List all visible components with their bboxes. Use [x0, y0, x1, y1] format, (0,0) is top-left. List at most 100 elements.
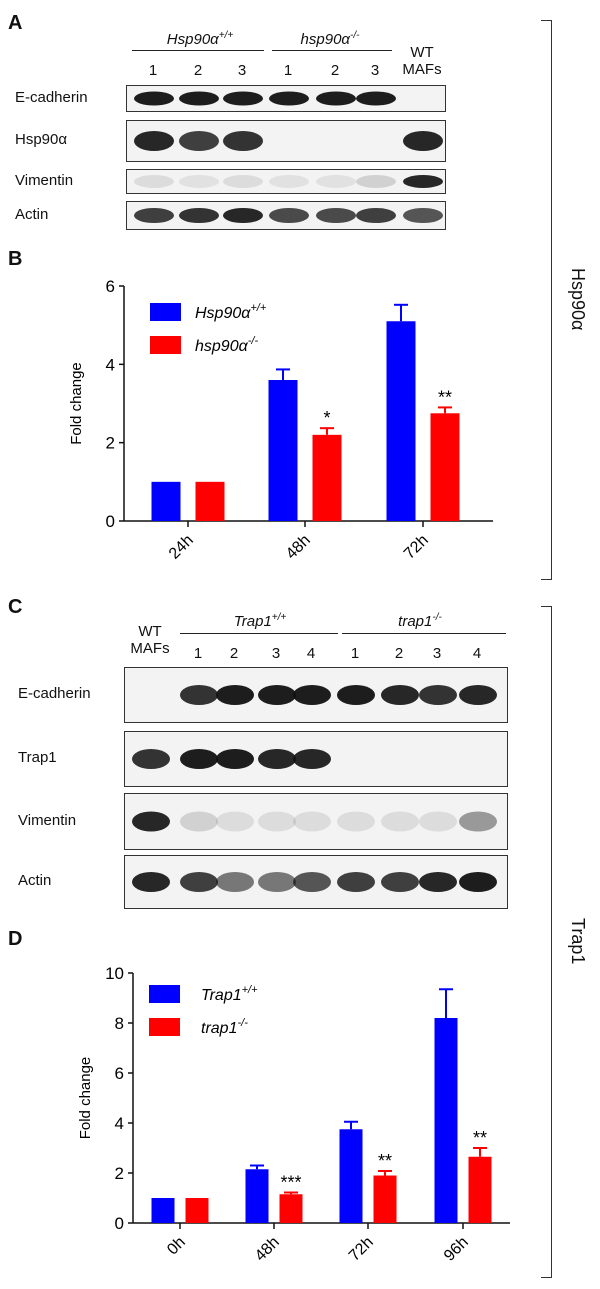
lane-number: 1 — [148, 62, 158, 79]
mafs-text: MAFs — [402, 61, 442, 78]
bar-trap1-72h — [339, 1129, 363, 1223]
group-label-hsp90-wt: Hsp90α+/+ — [140, 30, 260, 48]
lane-number: 2 — [330, 62, 340, 79]
significance-label: ** — [438, 387, 452, 407]
x-tick-label: 48h — [252, 1234, 283, 1265]
protein-band — [223, 131, 263, 151]
protein-band — [134, 175, 174, 188]
protein-band — [180, 872, 218, 892]
protein-band — [403, 175, 443, 188]
group-label-trap1-ko: trap1-/- — [355, 612, 485, 630]
lane-number: 4 — [306, 645, 316, 662]
group-name: Hsp90α — [166, 31, 219, 48]
bar-trap1-96h — [468, 1156, 492, 1223]
legend-swatch — [149, 985, 180, 1003]
western-blot-e-cadherin — [124, 667, 508, 723]
wt-text: WT — [410, 44, 434, 61]
western-blot-e-cadherin — [126, 85, 446, 112]
bar-trap1-0h — [151, 1198, 175, 1223]
genotype-sup: -/- — [432, 612, 442, 623]
protein-band — [258, 872, 296, 892]
protein-band — [223, 207, 263, 224]
side-label-hsp90: Hsp90α — [568, 268, 588, 331]
protein-band — [316, 91, 356, 106]
protein-band — [356, 91, 396, 106]
panel-letter-c: C — [8, 596, 23, 618]
group-label-hsp90-ko: hsp90α-/- — [270, 30, 390, 48]
western-blot-hsp90- — [126, 120, 446, 162]
protein-band — [459, 685, 497, 705]
lane-number: 4 — [472, 645, 482, 662]
protein-band — [337, 685, 375, 705]
protein-band — [459, 872, 497, 892]
panel-letter-a: A — [8, 12, 23, 34]
y-tick-label: 6 — [106, 277, 115, 296]
protein-band — [134, 207, 174, 224]
legend-swatch — [150, 303, 181, 321]
x-tick-label: 72h — [346, 1234, 377, 1265]
western-blot-vimentin — [126, 169, 446, 194]
protein-band — [132, 749, 170, 769]
protein-band — [258, 685, 296, 705]
bar-chart-d: 0 2 4 6 8 10 Fold change 0h 48h *** 72h ** 96h ** Trap… — [77, 964, 510, 1265]
protein-band — [258, 749, 296, 769]
protein-band — [269, 91, 309, 106]
lane-number: 3 — [271, 645, 281, 662]
blot-row-label: Vimentin — [18, 811, 77, 829]
lane-number: 2 — [229, 645, 239, 662]
protein-band — [419, 872, 457, 892]
bar-hsp90α-48h — [312, 434, 342, 521]
protein-band — [356, 207, 396, 224]
legend-swatch — [149, 1018, 180, 1036]
protein-band — [134, 131, 174, 151]
group-name: trap1 — [398, 613, 433, 630]
lane-number: 2 — [394, 645, 404, 662]
legend-label: Trap1+/+ — [201, 984, 258, 1004]
legend-sup: +/+ — [242, 984, 258, 996]
protein-band — [316, 175, 356, 188]
x-tick-label: 0h — [164, 1234, 189, 1259]
group-underline — [272, 50, 392, 51]
significance-label: *** — [280, 1173, 301, 1193]
protein-band — [269, 175, 309, 188]
side-label-trap1: Trap1 — [568, 918, 588, 965]
protein-band — [132, 872, 170, 892]
y-tick-label: 4 — [106, 355, 115, 374]
group-name: hsp90α — [300, 31, 350, 48]
bar-hsp90α-48h — [268, 380, 298, 521]
protein-band — [403, 131, 443, 151]
protein-band — [381, 685, 419, 705]
blot-row-label: Hsp90α — [15, 131, 68, 148]
x-tick-label: 96h — [441, 1234, 472, 1265]
mafs-text: MAFs — [130, 640, 170, 657]
bar-trap1-72h — [373, 1175, 397, 1223]
lane-number: 3 — [370, 62, 380, 79]
protein-band — [293, 811, 331, 832]
blot-row-label: Trap1 — [18, 749, 57, 766]
x-tick-label: 48h — [283, 532, 314, 563]
legend-sup: +/+ — [250, 302, 266, 314]
protein-band — [179, 175, 219, 188]
legend-label: Hsp90α+/+ — [195, 302, 267, 322]
protein-band — [419, 811, 457, 832]
protein-band — [132, 811, 170, 832]
lane-number: 1 — [350, 645, 360, 662]
group-underline — [132, 50, 264, 51]
protein-band — [216, 811, 254, 832]
bar-chart-b: 0 2 4 6 Fold change 24h 48h * 72h ** Hsp90α+/+ hsp9… — [68, 277, 493, 563]
legend-name: trap1 — [201, 1020, 237, 1037]
x-tick-label: 72h — [401, 532, 432, 563]
y-tick-label: 8 — [115, 1014, 124, 1033]
group-label-trap1-wt: Trap1+/+ — [195, 612, 325, 630]
protein-band — [179, 131, 219, 151]
group-name: Trap1 — [233, 613, 272, 630]
protein-band — [356, 175, 396, 188]
protein-band — [269, 207, 309, 224]
y-tick-label: 2 — [115, 1164, 124, 1183]
lane-number: 1 — [193, 645, 203, 662]
protein-band — [337, 811, 375, 832]
bar-hsp90α-72h — [430, 413, 460, 521]
protein-band — [419, 685, 457, 705]
protein-band — [179, 207, 219, 224]
bracket-trap1 — [541, 606, 552, 1278]
